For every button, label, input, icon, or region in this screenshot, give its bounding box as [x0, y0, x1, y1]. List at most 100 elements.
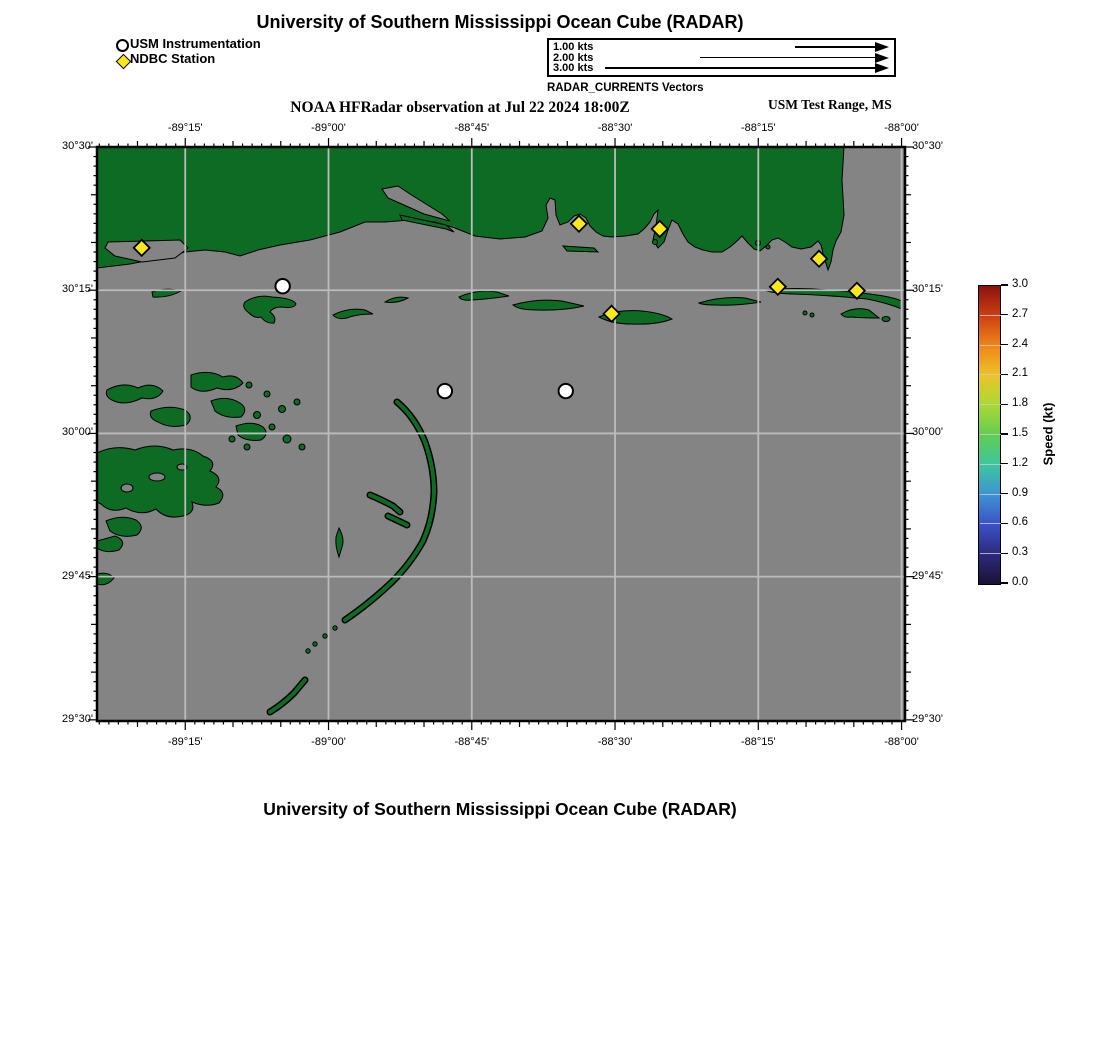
mainland: [97, 147, 845, 272]
station-marker-layer: [132, 214, 867, 400]
y-axis-label-left: 29°45': [62, 569, 93, 582]
marsh-islet: [228, 435, 236, 443]
colorbar-separator: [979, 404, 1001, 406]
south-islet-fill: [268, 678, 307, 714]
ship-island-shoal: [511, 299, 585, 311]
islet: [765, 244, 771, 250]
chandeleur-islet: [322, 633, 328, 639]
colorbar: [978, 285, 1001, 585]
colorbar-tick-label: 2.7: [1012, 307, 1028, 320]
x-axis-label-top: -89°15': [167, 122, 203, 134]
marsh-pond: [148, 472, 166, 482]
colorbar-tick: [1001, 522, 1008, 525]
colorbar-tick-label: 0.9: [1012, 486, 1028, 499]
colorbar-tick: [1001, 433, 1008, 435]
bay-st-louis: [381, 185, 451, 222]
marsh-islet: [253, 411, 261, 419]
usm-circle-icon: [116, 39, 129, 52]
usm-instrumentation-marker: [436, 382, 454, 400]
colorbar-tick: [1001, 343, 1008, 346]
round-island: [652, 239, 658, 245]
islet: [332, 308, 374, 320]
islet-hook-fill: [368, 493, 402, 514]
colorbar-tick: [1001, 552, 1008, 554]
ndbc-station-marker: [569, 214, 589, 234]
colorbar-tick-label: 2.1: [1012, 367, 1028, 380]
y-axis-label-left: 29°30': [62, 712, 93, 725]
ndbc-diamond-icon: [115, 53, 131, 69]
marsh: [210, 397, 246, 418]
land-layer: [97, 147, 903, 716]
cat-island: [243, 295, 297, 324]
chandeleur-arc-fill: [343, 400, 437, 622]
marsh: [190, 371, 244, 392]
vector-scale-title: RADAR_CURRENTS Vectors: [547, 82, 704, 94]
vector-arrow-shaft: [795, 46, 876, 48]
colorbar-separator: [979, 344, 1001, 346]
ndbc-station-marker: [847, 281, 867, 301]
x-axis-label-bottom: -88°00': [884, 736, 919, 748]
ndbc-station-marker: [132, 238, 151, 258]
map-canvas: [88, 138, 914, 730]
marsh: [97, 445, 224, 518]
x-axis-label-bottom: -88°30': [597, 736, 633, 748]
marsh: [105, 384, 164, 404]
islet: [802, 310, 808, 316]
colorbar-separator: [979, 463, 1001, 465]
marsh-pond: [120, 483, 134, 493]
colorbar-tick-label: 3.0: [1012, 278, 1028, 290]
colorbar-tick: [1001, 284, 1008, 286]
legend-label: NDBC Station: [130, 51, 216, 66]
y-axis-label-right: 29°30': [912, 712, 943, 725]
colorbar-tick-label: 0.6: [1012, 516, 1028, 529]
marsh: [97, 535, 124, 553]
marsh-islet: [245, 381, 253, 389]
x-axis-label-top: -89°00': [311, 122, 346, 134]
y-axis-label-right: 30°00': [912, 426, 943, 439]
colorbar-separator: [979, 434, 1001, 435]
spit: [399, 214, 455, 233]
vector-arrowhead-icon: [875, 63, 889, 73]
marsh-islet: [263, 390, 271, 398]
chandeleur-islet: [305, 648, 311, 654]
colorbar-tick-label: 1.5: [1012, 427, 1028, 439]
colorbar-tick: [1001, 314, 1008, 316]
colorbar-axis-label: Speed (kt): [1040, 402, 1056, 466]
vector-arrow-shaft: [700, 56, 876, 59]
vector-arrow-shaft: [605, 67, 876, 69]
islet-dash-fill: [386, 514, 409, 527]
colorbar-separator: [979, 314, 1001, 316]
x-axis-label-top: -88°30': [597, 122, 633, 134]
y-axis-label-right: 30°30': [912, 140, 943, 152]
observation-subtitle: NOAA HFRadar observation at Jul 22 2024 …: [290, 99, 630, 116]
marsh-islet: [243, 443, 251, 451]
vector-scale-row-label: 1.00 kts: [553, 41, 594, 53]
y-axis-label-right: 30°15': [912, 283, 943, 296]
vector-scale-row-label: 3.00 kts: [553, 62, 594, 74]
y-axis-label-left: 30°30': [62, 140, 93, 152]
colorbar-separator: [979, 374, 1001, 376]
region-label: USM Test Range, MS: [768, 97, 892, 112]
vector-arrowhead-icon: [875, 42, 889, 52]
x-axis-label-bottom: -88°15': [740, 736, 776, 748]
colorbar-tick-label: 1.2: [1012, 456, 1028, 469]
vector-scale-box: 1.00 kts 2.00 kts 3.00 kts: [547, 38, 896, 77]
ndbc-station-marker: [809, 249, 829, 268]
colorbar-tick-label: 1.8: [1012, 397, 1028, 410]
chandeleur-islet: [312, 641, 318, 647]
marsh: [105, 516, 142, 537]
x-axis-label-top: -88°45': [454, 122, 490, 134]
ndbc-station-marker: [768, 277, 788, 297]
colorbar-separator: [979, 523, 1001, 525]
islet: [881, 316, 891, 322]
petit-bois-island: [697, 297, 762, 306]
x-axis-label-bottom: -88°45': [454, 736, 490, 748]
colorbar-tick: [1001, 582, 1008, 584]
ndbc-station-marker: [650, 219, 670, 239]
x-axis-label-bottom: -89°15': [167, 736, 203, 748]
colorbar-tick-label: 2.4: [1012, 337, 1028, 350]
colorbar-tick: [1001, 463, 1008, 465]
y-axis-label-left: 30°15': [62, 283, 93, 296]
marsh-islet: [268, 423, 276, 431]
